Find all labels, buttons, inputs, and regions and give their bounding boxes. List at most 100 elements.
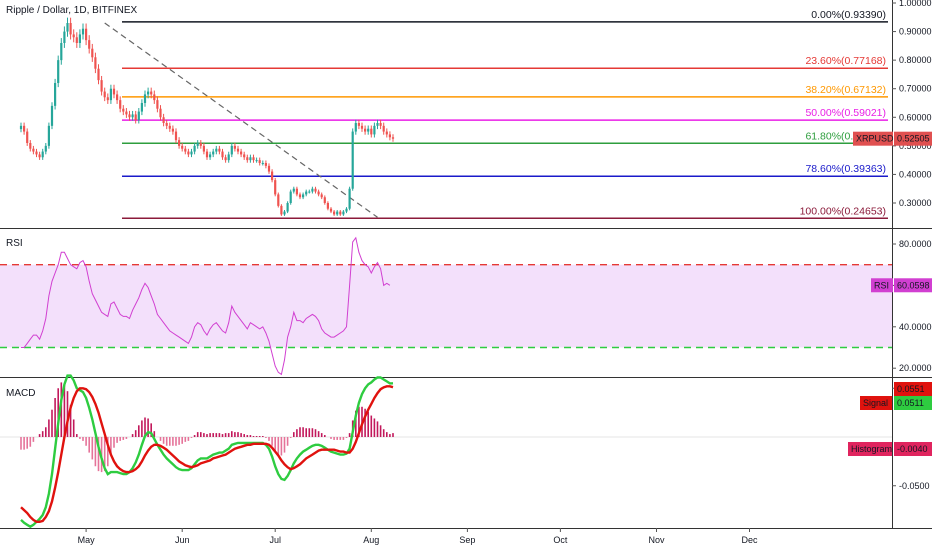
candle-body — [88, 40, 91, 49]
macd-pane-label: MACD — [6, 388, 35, 399]
signal-value-tag-bg — [894, 396, 932, 410]
histogram-value-tag: -0.0040 — [897, 444, 928, 454]
candle-body — [212, 151, 215, 155]
candle-body — [357, 122, 360, 126]
candle-body — [292, 188, 295, 192]
candle-body — [199, 142, 202, 146]
candle-body — [348, 188, 351, 209]
rsi-band — [0, 264, 892, 348]
price-axis-label: 0.80000 — [899, 55, 932, 65]
candle-body — [342, 211, 345, 215]
candle-body — [224, 157, 227, 161]
candle-body — [143, 94, 147, 103]
price-axis-label: 1.00000 — [899, 0, 932, 8]
value-tags: XRPUSD 0.52505 RSI 60.0598 0.0551 Signal 0.051… — [848, 131, 932, 456]
candle-body — [286, 202, 289, 212]
histogram-legend-tag-bg — [848, 442, 892, 456]
candle-body — [367, 128, 370, 132]
candle-body — [388, 134, 391, 138]
rsi-value-tag-bg — [894, 278, 932, 293]
candle-body — [29, 142, 32, 149]
candle-body — [54, 82, 57, 106]
last-price-tag-bg — [894, 131, 932, 146]
rsi-axis-label: 20.0000 — [899, 363, 932, 373]
rsi-axis-label: 80.0000 — [899, 239, 932, 249]
fib-level-label: 100.00%(0.24653) — [800, 205, 886, 217]
candle-body — [193, 145, 196, 152]
time-axis-label: Jul — [269, 535, 281, 545]
candle-body — [153, 94, 156, 101]
candle-body — [243, 154, 246, 158]
price-symbol-tag-bg — [853, 131, 893, 146]
candles — [19, 17, 395, 216]
price-symbol-tag: XRPUSD — [856, 134, 894, 144]
candle-body — [140, 102, 143, 112]
candle-body — [60, 42, 63, 61]
fib-level-label: 78.60%(0.39363) — [805, 163, 886, 175]
candle-body — [209, 154, 212, 158]
candle-body — [391, 137, 395, 139]
candle-body — [323, 197, 326, 203]
rsi-pane-label: RSI — [6, 238, 23, 249]
candle-body — [258, 160, 261, 163]
price-axis-label: 0.60000 — [899, 112, 932, 122]
candle-body — [221, 151, 224, 158]
candle-body — [360, 125, 364, 129]
candle-body — [298, 194, 302, 198]
candle-body — [311, 188, 314, 192]
time-axis-label: Dec — [741, 535, 758, 545]
time-axis-label: Sep — [459, 535, 475, 545]
last-price-tag: 0.52505 — [897, 134, 930, 144]
candle-body — [382, 125, 385, 132]
candle-body — [171, 128, 174, 132]
time-axis-label: Oct — [553, 535, 568, 545]
candle-body — [280, 205, 283, 215]
macd-value-tag: 0.0551 — [897, 384, 925, 394]
candle-body — [94, 57, 97, 69]
price-axis-label: 0.70000 — [899, 84, 932, 94]
candle-body — [112, 88, 116, 95]
candle-body — [100, 80, 103, 92]
price-axis-label: 0.90000 — [899, 27, 932, 37]
candle-body — [283, 211, 286, 215]
candle-body — [26, 131, 29, 143]
candle-body — [205, 151, 209, 158]
candle-body — [385, 131, 388, 135]
candle-body — [255, 160, 258, 162]
fibonacci-retracement[interactable]: 0.00%(0.93390) 23.60%(0.77168) 38.20%(0.67… — [122, 9, 888, 220]
candle-body — [128, 114, 131, 118]
candle-body — [373, 125, 376, 135]
candle-body — [57, 60, 60, 83]
rsi-line — [21, 236, 391, 376]
candle-body — [131, 114, 134, 118]
candle-body — [78, 34, 81, 43]
time-axis[interactable]: AprMayJunJulAugSepOctNovDec — [0, 528, 758, 545]
candle-body — [44, 145, 47, 152]
candle-body — [181, 145, 184, 149]
candle-body — [336, 211, 339, 215]
candle-body — [196, 142, 199, 146]
price-axis[interactable]: 1.00000 0.90000 0.80000 0.70000 0.60000 0.500… — [892, 0, 932, 208]
candle-body — [236, 148, 240, 152]
candle-body — [137, 111, 140, 121]
time-axis-label: Jun — [175, 535, 190, 545]
candle-body — [69, 22, 72, 35]
candle-body — [326, 202, 329, 209]
candle-body — [35, 151, 38, 155]
candle-body — [354, 122, 357, 132]
candle-body — [351, 131, 354, 189]
candle-body — [261, 162, 264, 164]
candle-body — [23, 125, 26, 132]
candle-body — [106, 97, 109, 101]
candle-body — [75, 37, 78, 43]
candle-body — [165, 122, 168, 126]
candle-body — [168, 125, 171, 129]
candle-body — [63, 31, 66, 43]
rsi-name-tag: RSI — [874, 280, 889, 290]
candle-body — [178, 140, 181, 146]
trendline[interactable] — [104, 22, 378, 218]
candle-body — [125, 111, 128, 115]
candle-body — [379, 122, 382, 126]
candle-body — [295, 188, 298, 195]
